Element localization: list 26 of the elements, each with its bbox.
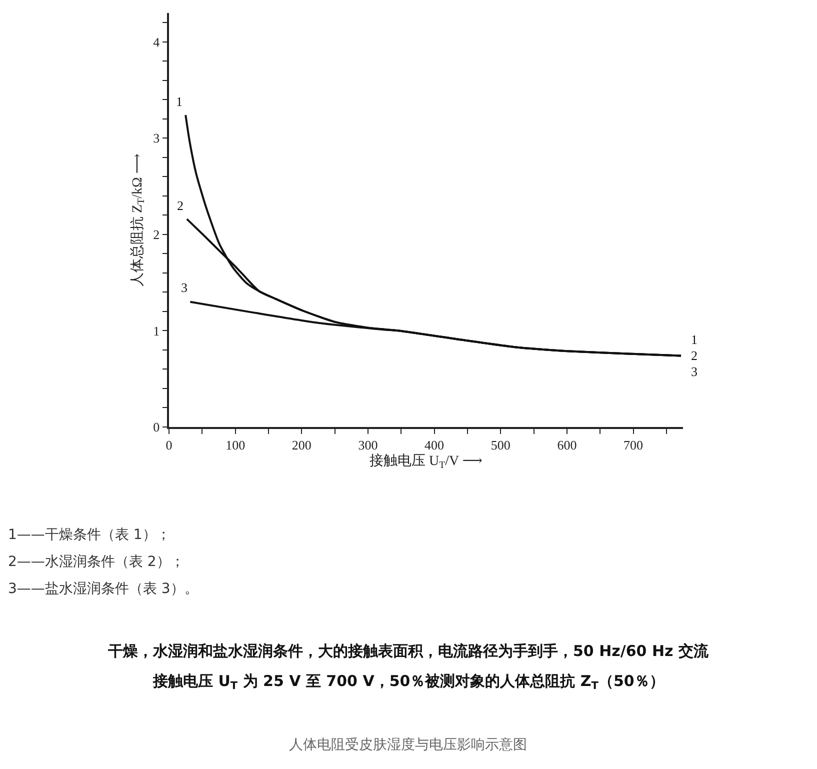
text: 2——水湿润条件（表 2）；	[8, 554, 184, 570]
y-tick-label: 3	[153, 130, 160, 146]
text: 干燥，水湿润和盐水湿润条件，大的接触表面积，电流路径为手到手，50 Hz/60 Hz 交流	[107, 642, 710, 660]
text: 3	[691, 364, 698, 379]
x-tick-label: 600	[557, 437, 577, 452]
y-tick-label: 0	[153, 420, 160, 435]
y-tick-label: 1	[153, 323, 160, 338]
x-tick-label: 500	[490, 437, 510, 452]
series-label: 2	[177, 198, 184, 213]
y-tick-label: 4	[153, 34, 160, 50]
text: 1——干燥条件（表 1）；	[8, 527, 170, 543]
text: 2	[691, 348, 698, 363]
series-label: 3	[181, 280, 188, 295]
text: 接触电压 U$_{T}$ 为 25 V 至 700 V，50％被测对象的人体总阻抗 Z$_{T}$（50％）	[152, 672, 664, 692]
y-tick-label: 2	[153, 226, 160, 242]
text: 3——盐水湿润条件（表 3）。	[8, 581, 198, 597]
x-axis-title: 接触电压 U$_{T}$/V ⟶	[370, 453, 482, 472]
text: 人体电阻受皮肤湿度与电压影响示意图	[289, 737, 527, 753]
text: 1	[691, 332, 698, 347]
x-tick-label: 300	[358, 437, 378, 452]
x-tick-label: 200	[292, 437, 312, 452]
x-tick-label: 400	[424, 437, 444, 452]
x-tick-label: 700	[624, 437, 644, 452]
series-label: 1	[176, 94, 182, 109]
x-tick-label: 100	[226, 437, 246, 452]
x-tick-label: 0	[166, 437, 172, 452]
